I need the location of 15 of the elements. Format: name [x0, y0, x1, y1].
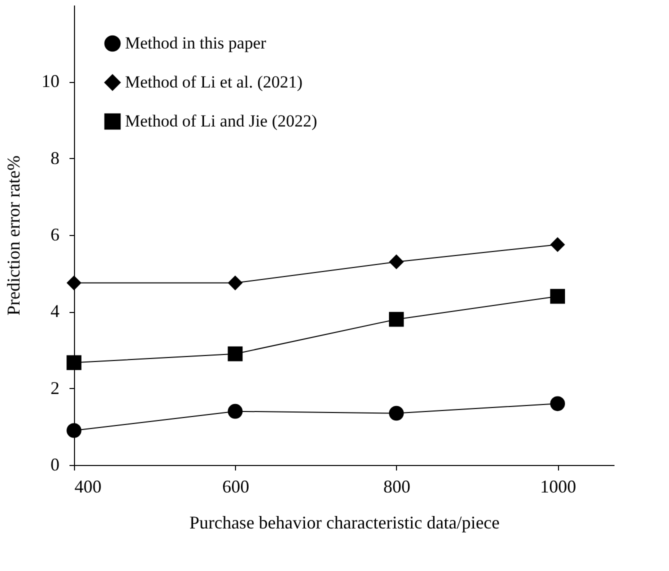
legend-label: Method of Li et al. (2021) — [125, 72, 303, 92]
y-tick-label: 8 — [50, 148, 60, 168]
x-axis-title: Purchase behavior characteristic data/piece — [189, 512, 500, 532]
y-tick-label: 0 — [50, 454, 60, 474]
y-tick-label: 2 — [50, 378, 60, 398]
y-tick-label: 6 — [50, 224, 60, 244]
legend-label: Method in this paper — [125, 34, 267, 52]
x-tick-label: 1000 — [540, 476, 576, 496]
y-axis-title: Prediction error rate% — [4, 156, 24, 316]
y-tick-label: 4 — [50, 301, 60, 322]
y-tick-label: 10 — [42, 71, 60, 92]
x-tick-label: 800 — [383, 476, 410, 496]
x-tick-label: 600 — [222, 476, 250, 496]
legend-label: Method of Li and Jie (2022) — [125, 112, 318, 130]
x-tick-label: 400 — [74, 476, 102, 496]
